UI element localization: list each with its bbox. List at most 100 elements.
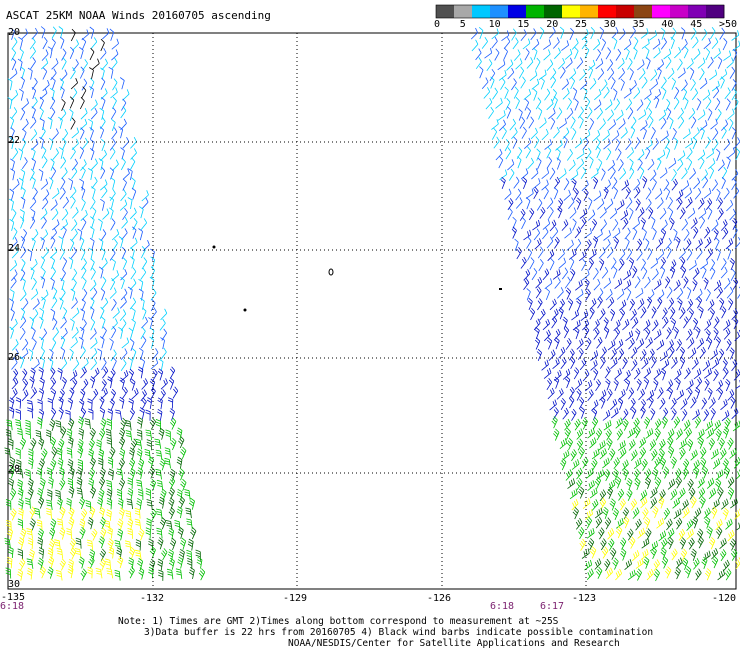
wind-barb — [574, 98, 579, 111]
wind-barb — [141, 378, 148, 390]
wind-barb — [553, 37, 560, 49]
wind-barb — [175, 568, 183, 579]
wind-barb — [692, 36, 699, 49]
wind-barb — [81, 358, 89, 370]
wind-barb — [664, 137, 670, 150]
wind-barb — [612, 507, 619, 521]
wind-barb — [713, 369, 719, 382]
note-line-2: 3)Data buffer is 22 hrs from 20160705 4)… — [144, 627, 654, 638]
wind-barb — [559, 26, 565, 39]
wind-barb — [112, 159, 119, 172]
wind-barb — [711, 548, 719, 560]
wind-barb — [547, 249, 555, 262]
wind-barb — [28, 448, 34, 460]
wind-barb — [656, 197, 664, 209]
wind-barb — [592, 236, 599, 249]
wind-barb — [129, 408, 135, 421]
wind-barb — [603, 230, 611, 241]
wind-barb — [49, 527, 56, 540]
wind-barb — [690, 396, 697, 409]
wind-barb — [62, 138, 67, 151]
wind-barb — [681, 180, 690, 192]
wind-barb — [89, 457, 96, 470]
wind-barb — [590, 546, 597, 559]
wind-barb — [558, 257, 566, 269]
wind-barb — [691, 516, 698, 529]
wind-barb — [636, 99, 644, 111]
wind-barb — [42, 79, 50, 92]
wind-barb — [713, 48, 721, 60]
time-label-right-1: 6:18 — [490, 601, 515, 612]
wind-barb — [158, 358, 164, 371]
wind-barb — [721, 119, 728, 131]
wind-barb — [557, 198, 564, 211]
wind-barb — [632, 507, 640, 519]
wind-barb — [690, 449, 698, 461]
wind-barb — [704, 319, 712, 331]
wind-barb — [613, 266, 618, 279]
wind-barb — [161, 548, 168, 561]
wind-barb — [674, 46, 682, 59]
wind-barb — [677, 107, 684, 120]
wind-barb — [676, 58, 683, 71]
wind-barb — [651, 319, 659, 332]
wind-barb — [732, 217, 738, 230]
wind-barb — [586, 527, 595, 539]
wind-barb — [713, 327, 719, 341]
wind-barb — [57, 518, 64, 530]
wind-barb — [92, 58, 100, 70]
wind-barb — [578, 250, 587, 262]
wind-barb — [680, 266, 687, 279]
wind-barb — [727, 487, 735, 500]
wind-barb — [651, 448, 658, 461]
wind-barb — [705, 568, 712, 581]
wind-barb — [109, 28, 115, 41]
wind-barb — [131, 348, 137, 361]
wind-barb — [46, 467, 52, 479]
wind-barb — [681, 408, 688, 422]
wind-barb — [525, 197, 531, 210]
wind-barb — [631, 406, 637, 419]
wind-barb — [122, 207, 128, 221]
wind-barb — [527, 248, 533, 261]
wind-barb — [648, 30, 657, 41]
wind-barb — [25, 469, 31, 481]
wind-barb — [693, 558, 700, 570]
wind-barb — [615, 417, 623, 429]
wind-barb — [52, 287, 58, 300]
colorbar-swatch — [508, 5, 527, 18]
wind-barb — [35, 430, 42, 441]
wind-barb — [671, 127, 677, 141]
wind-barb — [535, 97, 542, 110]
wind-barb — [729, 347, 735, 360]
wind-barb — [544, 329, 551, 342]
wind-barb — [17, 548, 23, 560]
wind-barb — [531, 168, 539, 180]
wind-barb — [625, 237, 630, 250]
wind-barb — [31, 237, 36, 250]
wind-barb — [661, 359, 670, 370]
wind-barb — [50, 166, 57, 180]
wind-barb — [631, 359, 638, 371]
wind-barb — [19, 88, 24, 101]
wind-barb — [186, 549, 192, 561]
wind-barb — [674, 137, 679, 150]
wind-barb — [680, 548, 688, 561]
wind-barb — [601, 79, 608, 92]
wind-barb — [551, 308, 559, 320]
wind-barb — [615, 138, 621, 151]
wind-barb — [30, 57, 36, 70]
wind-barb — [95, 568, 103, 579]
wind-barb — [613, 319, 621, 331]
wind-barb — [61, 48, 67, 61]
wind-barb — [90, 37, 98, 49]
wind-barb — [501, 127, 507, 140]
wind-barb — [704, 516, 711, 529]
wind-barb — [149, 276, 155, 289]
wind-barb — [604, 326, 610, 339]
wind-barb — [159, 318, 166, 331]
wind-barb — [644, 476, 651, 490]
wind-barb — [705, 48, 711, 61]
wind-barb — [549, 167, 556, 180]
wind-barb — [29, 37, 36, 50]
